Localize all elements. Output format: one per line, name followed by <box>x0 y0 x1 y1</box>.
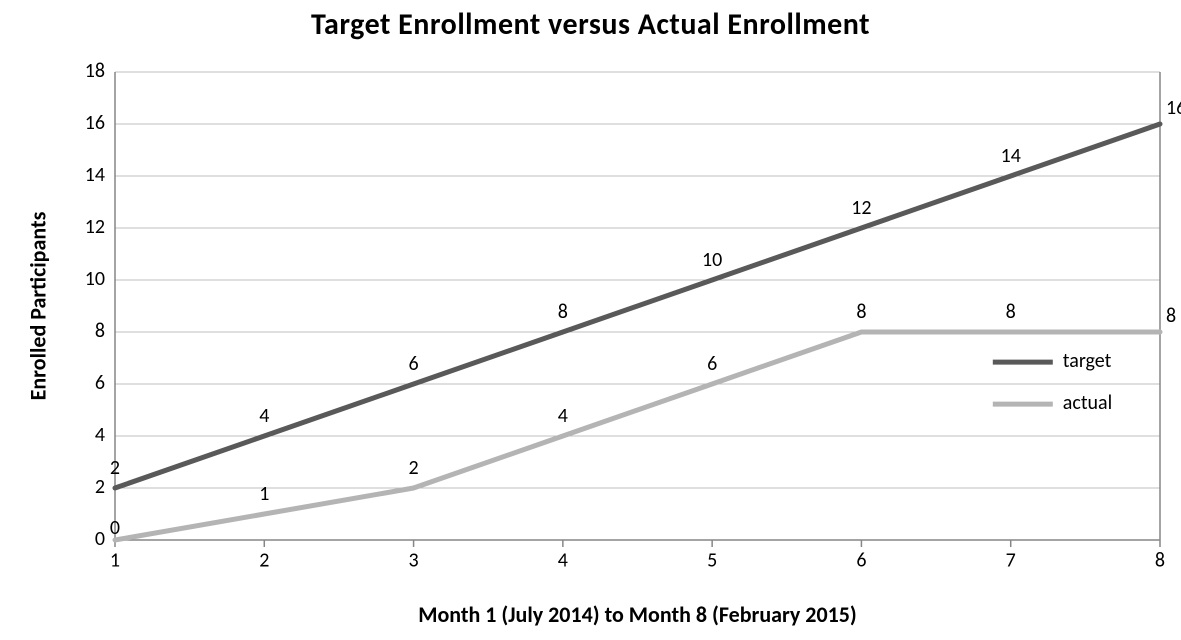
y-tick-label: 4 <box>95 423 105 447</box>
series-line-target <box>115 124 1160 488</box>
y-tick-label: 0 <box>95 527 105 551</box>
data-label-actual: 4 <box>558 404 568 428</box>
y-tick-label: 8 <box>95 319 105 343</box>
data-label-target: 2 <box>110 456 120 480</box>
y-tick-label: 10 <box>85 267 105 291</box>
data-label-actual: 8 <box>1006 300 1016 324</box>
data-label-target: 8 <box>558 300 568 324</box>
data-label-target: 4 <box>259 404 269 428</box>
legend-label-target: target <box>1063 349 1112 373</box>
y-tick-label: 6 <box>95 371 105 395</box>
x-tick-label: 2 <box>259 548 269 572</box>
data-label-target: 12 <box>851 196 871 220</box>
data-label-target: 14 <box>1001 144 1021 168</box>
data-label-target: 6 <box>409 352 419 376</box>
data-label-actual: 0 <box>110 516 120 540</box>
data-label-actual: 8 <box>856 300 866 324</box>
x-tick-label: 8 <box>1155 548 1165 572</box>
x-tick-label: 3 <box>409 548 419 572</box>
data-label-actual: 1 <box>259 482 269 506</box>
x-tick-label: 7 <box>1006 548 1016 572</box>
legend-label-actual: actual <box>1063 391 1112 415</box>
data-label-actual: 6 <box>707 352 717 376</box>
x-axis-label: Month 1 (July 2014) to Month 8 (February… <box>115 601 1160 628</box>
x-tick-label: 6 <box>856 548 866 572</box>
y-tick-label: 2 <box>95 475 105 499</box>
data-label-target: 10 <box>702 248 722 272</box>
x-tick-label: 1 <box>110 548 120 572</box>
y-tick-label: 12 <box>85 215 105 239</box>
x-tick-label: 4 <box>558 548 568 572</box>
data-label-target: 16 <box>1166 96 1181 120</box>
data-label-actual: 2 <box>409 456 419 480</box>
x-tick-label: 5 <box>707 548 717 572</box>
enrollment-line-chart: 0246810121416181234567824681012141601246… <box>0 0 1181 640</box>
data-label-actual: 8 <box>1166 304 1176 328</box>
y-tick-label: 16 <box>85 111 105 135</box>
y-tick-label: 18 <box>85 59 105 83</box>
y-tick-label: 14 <box>85 163 105 187</box>
